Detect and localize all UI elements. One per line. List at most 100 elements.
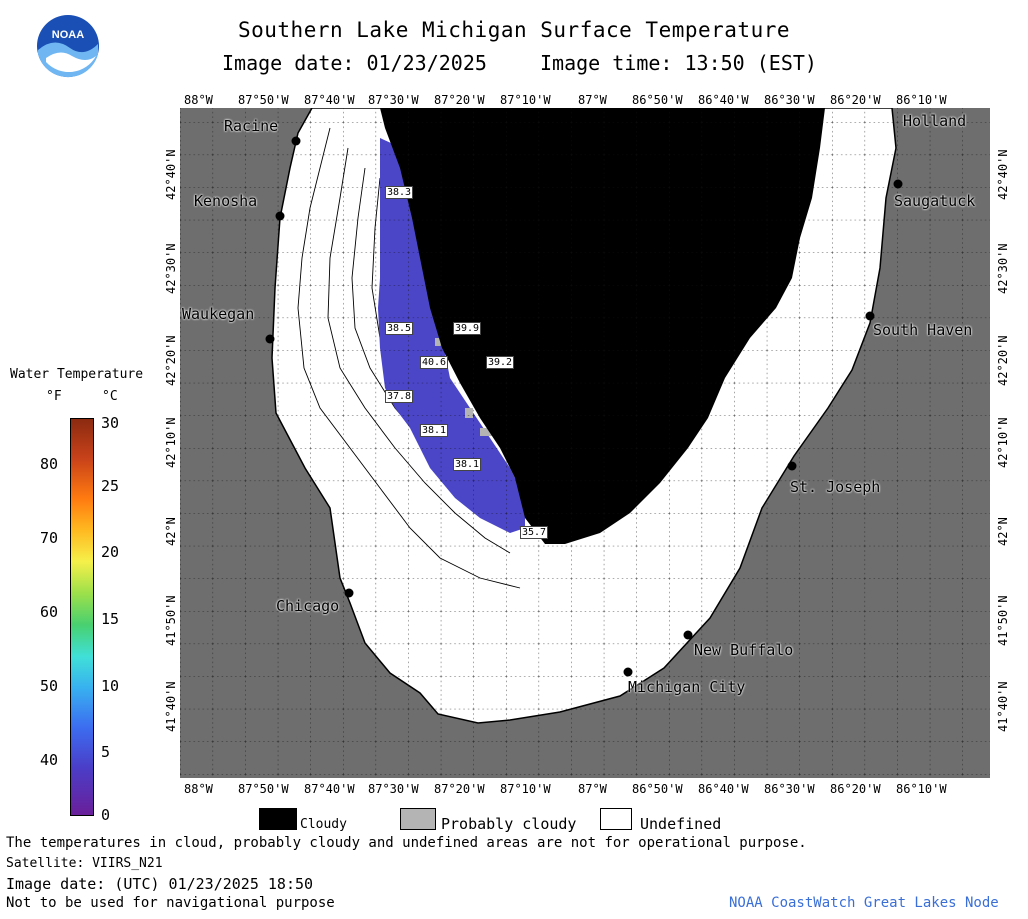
lon-label-bottom-2: 87°50'W (238, 782, 289, 796)
lon-label-top-9: 86°40'W (698, 93, 749, 107)
city-label-michigan-city: Michigan City (628, 678, 746, 696)
city-label-racine: Racine (224, 117, 279, 135)
colorbar-f-tick: 40 (40, 751, 59, 769)
lat-label-right-2: 42°30'N (996, 243, 1010, 294)
colorbar-f-tick: 50 (40, 677, 59, 695)
colorbar-c-tick: 5 (101, 743, 111, 761)
colorbar-c-tick: 10 (101, 677, 120, 695)
temp-label: 39.2 (486, 356, 515, 369)
marker-new-buffalo (683, 630, 693, 640)
lon-label-top-3: 87°40'W (304, 93, 355, 107)
colorbar (70, 418, 94, 816)
city-label-saugatuck: Saugatuck (894, 192, 976, 210)
colorbar-f-tick: 80 (40, 455, 59, 473)
temp-label: 39.9 (453, 322, 482, 335)
lat-label-left-5: 42°N (164, 517, 178, 546)
noaa-logo: NOAA (36, 14, 100, 78)
colorbar-c-tick: 30 (101, 414, 120, 432)
colorbar-unit-f: °F (46, 389, 62, 404)
colorbar-unit-c: °C (102, 389, 118, 404)
city-label-kenosha: Kenosha (194, 192, 258, 210)
temp-label: 40.6 (420, 356, 449, 369)
lat-label-right-4: 42°10'N (996, 417, 1010, 468)
lon-label-bottom-12: 86°10'W (896, 782, 947, 796)
legend-label-probably-cloudy: Probably cloudy (441, 815, 577, 833)
lon-label-bottom-8: 86°50'W (632, 782, 683, 796)
city-label-holland: Holland (903, 112, 967, 130)
marker-michigan-city (623, 667, 633, 677)
lat-label-right-5: 42°N (996, 517, 1010, 546)
lon-label-bottom-9: 86°40'W (698, 782, 749, 796)
colorbar-title: Water Temperature (10, 367, 144, 382)
temp-label: 38.1 (453, 458, 482, 471)
city-label-new-buffalo: New Buffalo (694, 641, 794, 659)
footer-credit: NOAA CoastWatch Great Lakes Node (729, 895, 999, 911)
legend-swatch-undefined (600, 808, 632, 830)
temp-label: 38.1 (420, 424, 449, 437)
legend-swatch-cloudy (259, 808, 297, 830)
lon-label-top-7: 87°W (578, 93, 607, 107)
lat-label-left-1: 42°40'N (164, 149, 178, 200)
lat-label-right-7: 41°40'N (996, 681, 1010, 732)
lon-label-top-12: 86°10'W (896, 93, 947, 107)
footer-utc-date: Image date: (UTC) 01/23/2025 18:50 (6, 875, 314, 893)
city-markers (265, 136, 903, 677)
lat-label-right-1: 42°40'N (996, 149, 1010, 200)
lon-label-bottom-7: 87°W (578, 782, 607, 796)
colorbar-c-tick: 20 (101, 543, 120, 561)
lat-label-left-2: 42°30'N (164, 243, 178, 294)
lon-label-top-5: 87°20'W (434, 93, 485, 107)
colorbar-c-tick: 0 (101, 806, 111, 824)
marker-kenosha (275, 211, 285, 221)
lat-label-right-6: 41°50'N (996, 595, 1010, 646)
footer-disclaimer: The temperatures in cloud, probably clou… (6, 835, 807, 851)
temp-label: 37.8 (385, 390, 414, 403)
colorbar-c-tick: 15 (101, 610, 120, 628)
lon-label-top-2: 87°50'W (238, 93, 289, 107)
image-date: Image date: 01/23/2025 (222, 51, 487, 75)
lon-label-top-11: 86°20'W (830, 93, 881, 107)
city-label-chicago: Chicago (276, 597, 340, 615)
colorbar-f-tick: 70 (40, 529, 59, 547)
city-label-south-haven: South Haven (873, 321, 973, 339)
temp-label: 38.5 (385, 322, 414, 335)
temp-label: 35.7 (520, 526, 549, 539)
svg-text:NOAA: NOAA (52, 29, 84, 41)
lat-label-left-6: 41°50'N (164, 595, 178, 646)
legend-label-undefined: Undefined (640, 815, 722, 833)
lat-label-left-7: 41°40'N (164, 681, 178, 732)
marker-waukegan (265, 334, 275, 344)
image-time: Image time: 13:50 (EST) (540, 51, 817, 75)
marker-saugatuck (893, 179, 903, 189)
legend-swatch-probably-cloudy (400, 808, 436, 830)
colorbar-f-tick: 60 (40, 603, 59, 621)
lon-label-bottom-6: 87°10'W (500, 782, 551, 796)
lon-label-top-6: 87°10'W (500, 93, 551, 107)
lat-label-left-4: 42°10'N (164, 417, 178, 468)
colorbar-c-tick: 25 (101, 477, 120, 495)
footer-satellite: Satellite: VIIRS_N21 (6, 856, 163, 871)
footer-navigation: Not to be used for navigational purpose (6, 895, 335, 911)
lon-label-bottom-3: 87°40'W (304, 782, 355, 796)
lat-label-left-3: 42°20'N (164, 335, 178, 386)
lon-label-bottom-4: 87°30'W (368, 782, 419, 796)
marker-south-haven (865, 311, 875, 321)
lon-label-bottom-1: 88°W (184, 782, 213, 796)
marker-chicago (344, 588, 354, 598)
lon-label-top-4: 87°30'W (368, 93, 419, 107)
page-title: Southern Lake Michigan Surface Temperatu… (237, 18, 790, 42)
lon-label-bottom-11: 86°20'W (830, 782, 881, 796)
marker-st-joseph (787, 461, 797, 471)
lat-label-right-3: 42°20'N (996, 335, 1010, 386)
lon-label-top-8: 86°50'W (632, 93, 683, 107)
lon-label-bottom-5: 87°20'W (434, 782, 485, 796)
legend-label-cloudy: Cloudy (300, 817, 347, 832)
lon-label-top-1: 88°W (184, 93, 213, 107)
lake-map (180, 108, 990, 778)
marker-racine (291, 136, 301, 146)
city-label-waukegan: Waukegan (182, 305, 255, 323)
lon-label-top-10: 86°30'W (764, 93, 815, 107)
lon-label-bottom-10: 86°30'W (764, 782, 815, 796)
city-label-st-joseph: St. Joseph (790, 478, 881, 496)
temp-label: 38.3 (385, 186, 414, 199)
